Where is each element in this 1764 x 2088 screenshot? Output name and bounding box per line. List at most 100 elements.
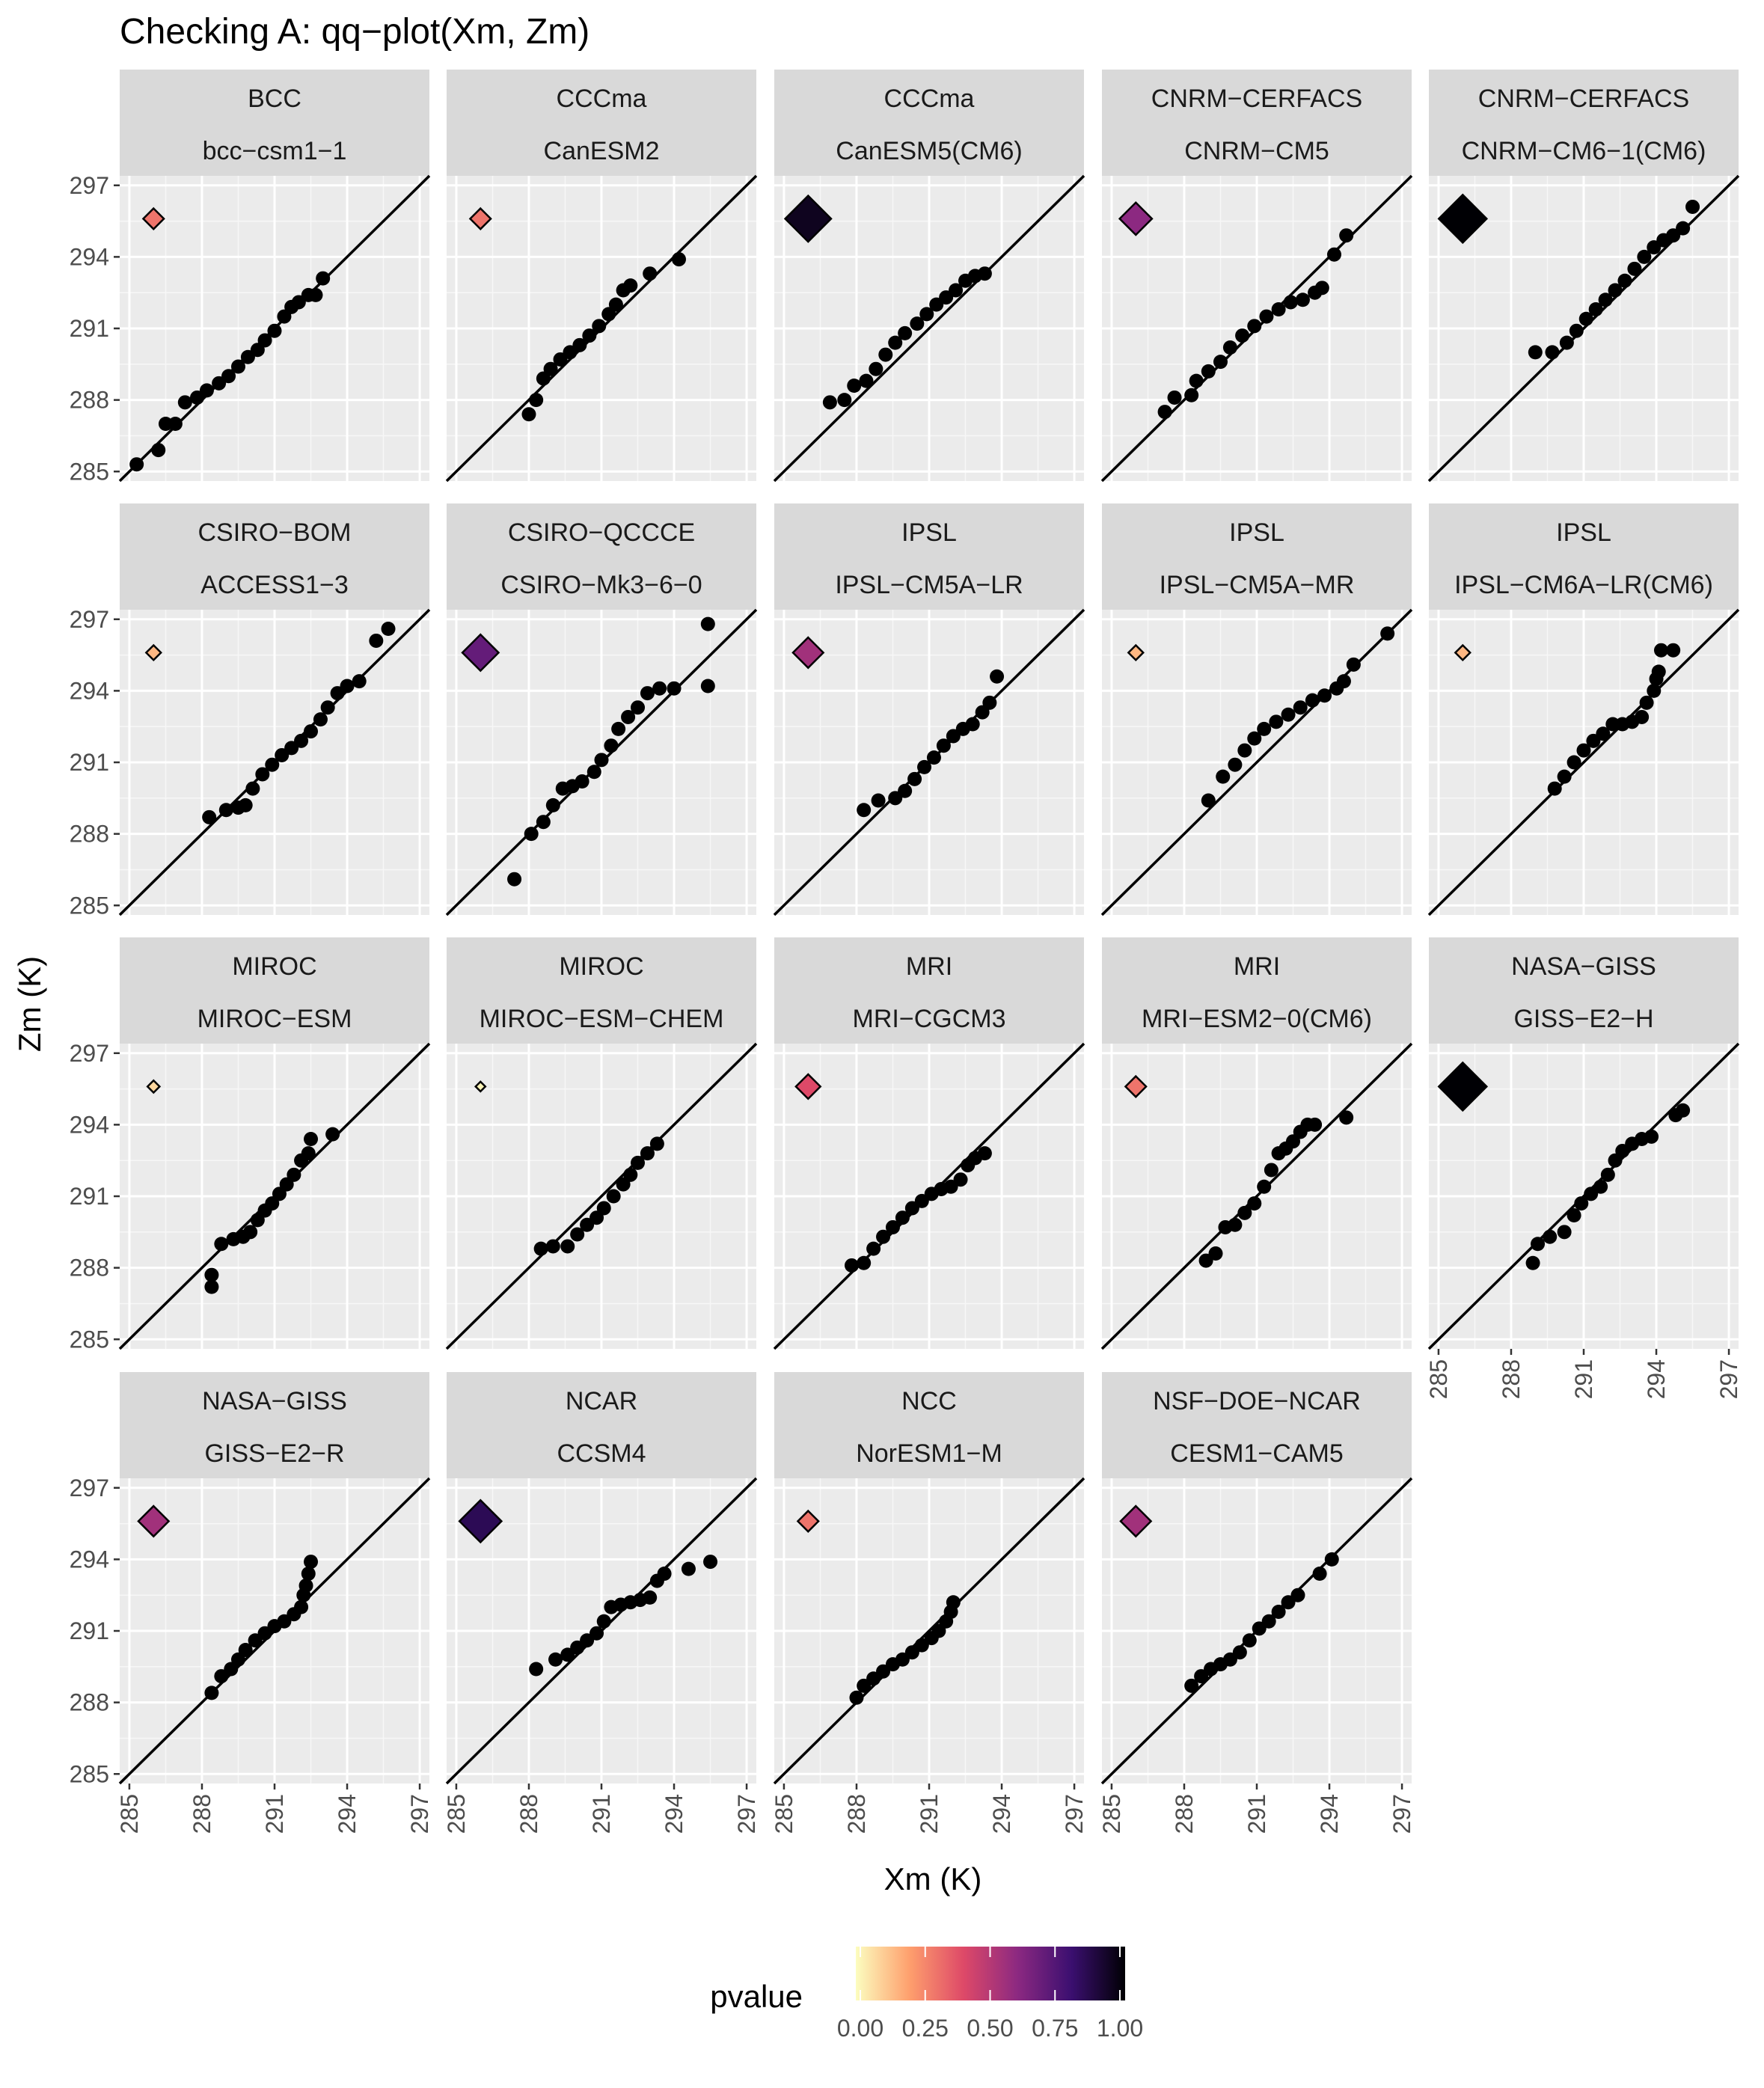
qq-point bbox=[1308, 1117, 1323, 1132]
legend-tick-label: 0.50 bbox=[967, 2015, 1013, 2042]
x-tick-label: 285 bbox=[771, 1794, 797, 1834]
strip-group-label: IPSL bbox=[1229, 518, 1284, 547]
qq-point bbox=[1257, 721, 1272, 736]
y-tick-label: 297 bbox=[70, 172, 109, 199]
qq-point bbox=[316, 271, 331, 286]
qq-point bbox=[1676, 1103, 1691, 1118]
qq-point bbox=[822, 395, 837, 410]
strip-group-label: NASA−GISS bbox=[1511, 952, 1656, 981]
qq-point bbox=[1339, 1110, 1354, 1125]
facet-strip bbox=[1102, 70, 1412, 176]
facet-panel: CCCma CanESM5(CM6) bbox=[773, 70, 1085, 483]
facet-panel: IPSL IPSL−CM6A−LR(CM6) bbox=[1427, 503, 1740, 916]
qq-point bbox=[1295, 293, 1310, 307]
qq-point bbox=[1157, 405, 1172, 420]
facet-strip bbox=[1102, 937, 1412, 1044]
legend-ticks: 0.00 0.25 0.50 0.75 1.00 bbox=[837, 1947, 1143, 2042]
facet-strip bbox=[447, 1372, 756, 1478]
facet-strip bbox=[447, 503, 756, 610]
qq-point bbox=[507, 872, 522, 887]
qq-point bbox=[230, 359, 245, 374]
strip-model-label: MIROC−ESM−CHEM bbox=[480, 1005, 724, 1033]
facet-strip bbox=[447, 937, 756, 1044]
qq-point bbox=[1531, 1237, 1546, 1252]
qq-point bbox=[621, 709, 636, 724]
qq-point bbox=[1528, 345, 1543, 360]
qq-point bbox=[543, 361, 558, 376]
y-tick-label: 285 bbox=[70, 458, 109, 485]
qq-point bbox=[301, 1146, 316, 1161]
qq-point bbox=[845, 1258, 859, 1273]
qq-point bbox=[917, 759, 932, 774]
facet-panel: BCC bcc−csm1−1 285 288 291 294 297 bbox=[70, 70, 431, 485]
qq-point bbox=[982, 695, 997, 710]
qq-point bbox=[582, 328, 597, 343]
qq-point bbox=[1644, 1129, 1659, 1144]
qq-point bbox=[301, 1567, 316, 1581]
facet-strip bbox=[774, 70, 1084, 176]
x-tick-label: 294 bbox=[988, 1794, 1015, 1834]
qq-point bbox=[1639, 695, 1654, 710]
qq-point bbox=[529, 1662, 544, 1677]
x-tick-label: 297 bbox=[1061, 1794, 1088, 1834]
legend-tick-label: 1.00 bbox=[1097, 2015, 1143, 2042]
qq-point bbox=[287, 1167, 301, 1182]
qq-point bbox=[953, 1172, 968, 1187]
pvalue-diamond bbox=[146, 1079, 162, 1094]
qq-point bbox=[1651, 664, 1666, 679]
qq-point bbox=[151, 443, 166, 458]
qq-point bbox=[592, 319, 607, 334]
qq-point bbox=[1676, 221, 1691, 236]
pvalue-diamond bbox=[474, 1080, 487, 1093]
y-tick-label: 285 bbox=[70, 1326, 109, 1353]
strip-model-label: CanESM2 bbox=[544, 137, 660, 165]
qq-point bbox=[545, 1239, 560, 1254]
y-tick-label: 291 bbox=[70, 315, 109, 342]
qq-point bbox=[238, 1643, 253, 1657]
qq-point bbox=[221, 369, 236, 384]
qq-point bbox=[1293, 700, 1308, 715]
x-tick-label: 285 bbox=[116, 1794, 143, 1834]
qq-point bbox=[524, 827, 539, 842]
qq-point bbox=[1574, 1196, 1589, 1211]
qq-point bbox=[949, 283, 964, 298]
qq-point bbox=[587, 765, 601, 780]
x-tick-label: 288 bbox=[1171, 1794, 1198, 1834]
x-tick-label: 285 bbox=[443, 1794, 470, 1834]
facet-panel: NASA−GISS GISS−E2−H 285 288 291 294 297 bbox=[1425, 937, 1742, 1399]
qq-point bbox=[657, 1567, 672, 1581]
qq-point bbox=[611, 721, 626, 736]
strip-group-label: MIROC bbox=[232, 952, 316, 981]
pvalue-diamond bbox=[783, 194, 833, 243]
pvalue-diamond bbox=[791, 636, 825, 670]
qq-point bbox=[1290, 1588, 1305, 1602]
qq-point bbox=[977, 1146, 992, 1161]
qq-point bbox=[204, 1279, 219, 1294]
qq-point bbox=[257, 333, 272, 348]
facet-panel: NCAR CCSM4 285 288 291 294 297 bbox=[443, 1372, 760, 1834]
facet-panel: MIROC MIROC−ESM 285 288 291 294 297 bbox=[70, 937, 431, 1353]
qq-point bbox=[888, 335, 903, 350]
identity-line bbox=[445, 1042, 758, 1350]
qq-point bbox=[604, 738, 619, 753]
qq-point bbox=[304, 1555, 319, 1570]
pvalue-diamond bbox=[144, 643, 162, 662]
qq-point bbox=[1647, 683, 1662, 698]
qq-point bbox=[596, 1614, 611, 1629]
pvalue-diamond bbox=[461, 633, 500, 673]
strip-model-label: GISS−E2−H bbox=[1513, 1005, 1653, 1033]
qq-point bbox=[1247, 731, 1262, 746]
strip-model-label: MRI−CGCM3 bbox=[853, 1005, 1006, 1033]
strip-model-label: CanESM5(CM6) bbox=[836, 137, 1022, 165]
legend-tick-label: 0.00 bbox=[837, 2015, 883, 2042]
qq-point bbox=[643, 1590, 658, 1605]
qq-point bbox=[1654, 643, 1668, 658]
y-tick-label: 291 bbox=[70, 1183, 109, 1210]
qq-point bbox=[1269, 714, 1284, 729]
qq-point bbox=[965, 717, 980, 732]
figure-title: Checking A: qq−plot(Xm, Zm) bbox=[120, 12, 589, 52]
qq-point bbox=[1598, 293, 1613, 307]
qq-point bbox=[1336, 674, 1351, 689]
qq-point bbox=[1314, 281, 1329, 296]
qq-point bbox=[1201, 364, 1216, 379]
